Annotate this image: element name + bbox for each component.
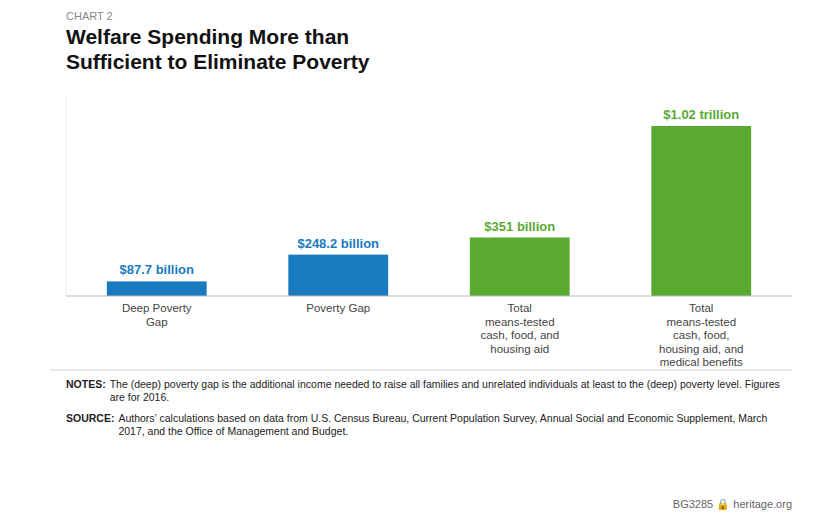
chart-svg: CHART 2 Welfare Spending More thanSuffici… (0, 0, 825, 524)
footer: BG3285 🔒 heritage.org (673, 498, 792, 511)
x-tick-label: Deep Poverty Gap (122, 302, 192, 328)
x-tick-label-line: cash, food, and (480, 329, 559, 341)
x-tick-label-line: housing aid (490, 343, 549, 355)
bar (288, 255, 388, 296)
bar (107, 281, 207, 296)
bar (651, 126, 751, 296)
x-tick-label-line: housing aid, and (659, 343, 743, 355)
x-tick-label-line: Total (508, 302, 532, 314)
note-line: 2017, and the Office of Management and B… (118, 425, 348, 437)
background (0, 0, 825, 524)
title-line: Sufficient to Eliminate Poverty (66, 50, 370, 73)
data-labels: $87.7 billion $248.2 billion $351 billion $… (120, 107, 740, 277)
note-line: Authors’ calculations based on data from… (118, 412, 767, 424)
x-tick-labels: Deep Poverty Gap Poverty Gap Total means-tes… (122, 302, 744, 368)
note-text: Authors’ calculations based on data from… (118, 412, 767, 437)
x-tick-label-line: cash, food, (673, 329, 729, 341)
data-label: $87.7 billion (120, 262, 194, 277)
note-text: The (deep) poverty gap is the additional… (110, 378, 780, 403)
x-tick-label-line: Total (689, 302, 713, 314)
x-tick-label-line: medical benefits (660, 356, 743, 368)
note-line: are for 2016. (110, 391, 170, 403)
title: Welfare Spending More thanSufficient to … (66, 25, 370, 73)
x-tick-label-line: Poverty Gap (306, 302, 370, 314)
title-line: Welfare Spending More than (66, 25, 349, 48)
x-axis-line (66, 296, 792, 297)
divider (50, 370, 792, 371)
data-label: $351 billion (484, 219, 555, 234)
y-axis-line (66, 96, 67, 296)
x-tick-label: Total means-testedcash, food, housing aid,… (659, 302, 743, 368)
x-tick-label: Poverty Gap (306, 302, 370, 314)
data-label: $1.02 trillion (663, 107, 739, 122)
x-tick-label-line: Gap (146, 316, 168, 328)
chart-container: CHART 2 Welfare Spending More thanSuffici… (0, 0, 825, 524)
note-heading: NOTES: (66, 378, 106, 390)
bar (470, 238, 570, 297)
chart-label: CHART 2 (66, 10, 113, 22)
bars (107, 126, 751, 296)
note-line: The (deep) poverty gap is the additional… (110, 378, 780, 390)
note-heading: SOURCE: (66, 412, 114, 424)
x-tick-label-line: Deep Poverty (122, 302, 192, 314)
data-label: $248.2 billion (297, 236, 379, 251)
x-tick-label-line: means-tested (485, 316, 555, 328)
x-tick-label: Total means-testedcash, food, and housing … (480, 302, 559, 355)
x-tick-label-line: means-tested (666, 316, 736, 328)
